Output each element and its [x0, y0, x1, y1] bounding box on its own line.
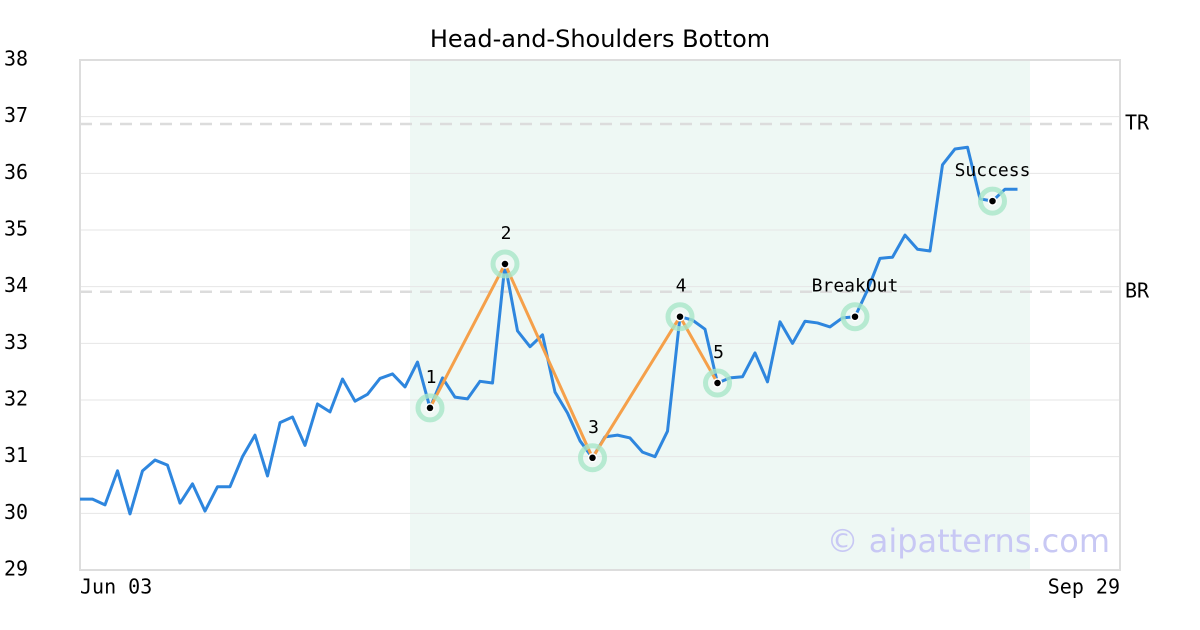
- chart-title: Head-and-Shoulders Bottom: [430, 25, 770, 53]
- point-halo: [840, 302, 870, 332]
- y-tick-label: 30: [4, 500, 28, 524]
- point-halo: [578, 443, 607, 473]
- point-label: 4: [676, 276, 687, 297]
- point-dot: [500, 259, 510, 269]
- point-halo: [665, 302, 695, 332]
- point-halo: [415, 393, 445, 423]
- point-label: BreakOut: [812, 276, 899, 297]
- point-dot: [712, 378, 723, 388]
- level-label: TR: [1125, 111, 1150, 135]
- point-label: 3: [588, 417, 599, 438]
- y-tick-label: 38: [4, 47, 28, 71]
- point-halo: [703, 368, 732, 398]
- point-label: 2: [501, 223, 512, 244]
- y-tick-label: 36: [4, 160, 28, 184]
- y-tick-label: 37: [4, 103, 28, 127]
- watermark: © aipatterns.com: [827, 522, 1110, 560]
- point-dot: [675, 311, 685, 322]
- y-tick-label: 32: [4, 387, 28, 411]
- y-tick-label: 34: [4, 273, 28, 297]
- x-tick-label: Jun 03: [80, 575, 152, 599]
- x-tick-label: Sep 29: [1048, 575, 1120, 599]
- point-dot: [587, 453, 598, 463]
- pattern-region: [410, 60, 1030, 570]
- y-tick-label: 35: [4, 217, 28, 241]
- y-tick-label: 29: [4, 557, 28, 581]
- point-label: Success: [955, 160, 1031, 181]
- plot-frame: [79, 59, 1121, 571]
- point-dot: [425, 403, 435, 413]
- point-label: 1: [426, 367, 437, 388]
- point-dot: [850, 311, 860, 322]
- y-tick-label: 31: [4, 443, 28, 467]
- point-halo: [490, 249, 520, 279]
- y-tick-label: 33: [4, 330, 28, 354]
- level-label: BR: [1125, 278, 1150, 302]
- point-dot: [987, 196, 998, 206]
- point-label: 5: [713, 342, 724, 363]
- point-halo: [978, 186, 1007, 216]
